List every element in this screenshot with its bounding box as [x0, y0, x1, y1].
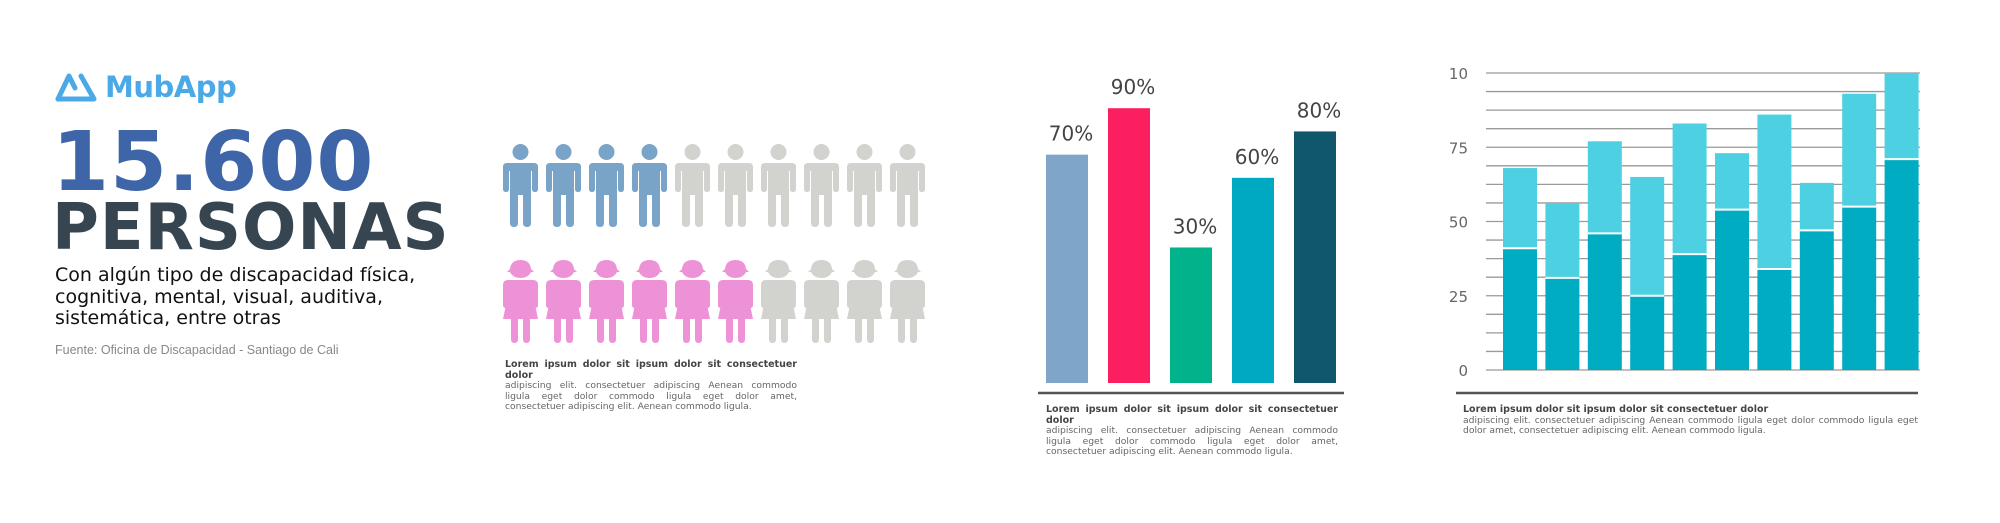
- bar-segment-lower: [1630, 295, 1665, 370]
- bar: [1170, 247, 1212, 383]
- pictogram-caption: Lorem ipsum dolor sit ipsum dolor sit co…: [505, 359, 797, 413]
- woman-icon: [503, 260, 538, 343]
- bar-segment-lower: [1799, 230, 1834, 370]
- bar: [1232, 177, 1274, 383]
- headline-label: PERSONAS: [52, 191, 450, 265]
- bar-segment-lower: [1757, 269, 1792, 370]
- men-row: [503, 143, 925, 227]
- man-icon: [546, 144, 581, 227]
- bar-segment-upper: [1757, 114, 1792, 270]
- source-note: Fuente: Oficina de Discapacidad - Santia…: [55, 343, 339, 357]
- y-tick-label: 25: [1449, 288, 1468, 306]
- woman-icon: [546, 260, 581, 343]
- stacked-bar-chart: 0 25 50 75 10: [1449, 65, 1920, 395]
- caption-body: adipiscing elit. consectetuer adipiscing…: [1046, 425, 1338, 457]
- data-label: 90%: [1111, 75, 1155, 99]
- bar-segment-lower: [1545, 277, 1580, 370]
- stacked-chart-caption: Lorem ipsum dolor sit ipsum dolor sit co…: [1463, 404, 1918, 437]
- woman-icon: [589, 260, 624, 343]
- woman-icon: [804, 260, 839, 343]
- man-icon: [718, 144, 753, 227]
- mubapp-logo-icon: [55, 73, 97, 102]
- data-label: 70%: [1049, 122, 1093, 146]
- bar: [1108, 108, 1150, 383]
- brand-logo: MubApp: [55, 70, 237, 104]
- caption-title: Lorem ipsum dolor sit ipsum dolor sit co…: [1046, 404, 1338, 426]
- brand-name: MubApp: [105, 70, 237, 104]
- bar-segment-upper: [1672, 123, 1707, 255]
- data-label: 80%: [1297, 98, 1341, 122]
- bar-segment-lower: [1672, 254, 1707, 370]
- pictogram: [503, 143, 925, 375]
- y-tick-label: 75: [1449, 139, 1468, 157]
- woman-icon: [675, 260, 710, 343]
- caption-title: Lorem ipsum dolor sit ipsum dolor sit co…: [1463, 404, 1769, 415]
- subtitle: Con algún tipo de discapacidad física, c…: [55, 264, 416, 329]
- woman-icon: [632, 260, 667, 343]
- man-icon: [761, 144, 796, 227]
- caption-title: Lorem ipsum dolor sit ipsum dolor sit co…: [505, 359, 797, 381]
- percent-bar-chart: 70% 90% 30% 60% 80%: [1038, 75, 1344, 395]
- bar-segment-upper: [1799, 182, 1834, 231]
- man-icon: [847, 144, 882, 227]
- y-tick-label: 0: [1458, 362, 1468, 380]
- women-row: [503, 259, 925, 343]
- bar-segment-upper: [1884, 73, 1919, 160]
- bar-segment-upper: [1503, 168, 1537, 249]
- bar-segment-lower: [1587, 233, 1622, 370]
- bar-segment-upper: [1545, 203, 1580, 278]
- bar-segment-lower: [1884, 159, 1919, 370]
- woman-icon: [890, 260, 925, 343]
- bar-segment-lower: [1842, 206, 1877, 370]
- man-icon: [675, 144, 710, 227]
- man-icon: [503, 144, 538, 227]
- bar-chart-caption: Lorem ipsum dolor sit ipsum dolor sit co…: [1046, 404, 1338, 458]
- caption-body: adipiscing elit. consectetuer adipiscing…: [505, 380, 797, 412]
- man-icon: [804, 144, 839, 227]
- data-label: 60%: [1235, 145, 1279, 169]
- caption-body: adipiscing elit. consectetuer adipiscing…: [1463, 414, 1918, 436]
- bar-segment-upper: [1587, 141, 1622, 234]
- woman-icon: [761, 260, 796, 343]
- bar-segment-lower: [1715, 209, 1749, 370]
- bar: [1046, 154, 1088, 383]
- woman-icon: [718, 260, 753, 343]
- bar: [1294, 131, 1336, 383]
- data-label: 30%: [1173, 214, 1217, 238]
- man-icon: [890, 144, 925, 227]
- man-icon: [589, 144, 624, 227]
- man-icon: [632, 144, 667, 227]
- bar-segment-upper: [1715, 153, 1749, 210]
- headline-number: 15.600: [52, 115, 375, 210]
- y-tick-label: 50: [1449, 214, 1468, 232]
- bar-segment-upper: [1842, 93, 1877, 207]
- bar-segment-upper: [1630, 176, 1665, 296]
- bar-segment-lower: [1503, 248, 1537, 370]
- y-tick-label: 10: [1449, 65, 1468, 83]
- woman-icon: [847, 260, 882, 343]
